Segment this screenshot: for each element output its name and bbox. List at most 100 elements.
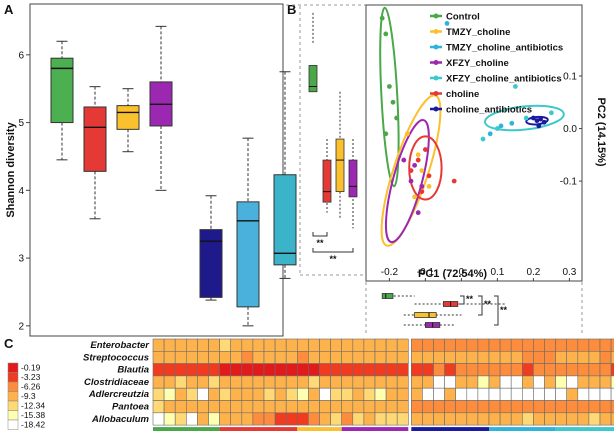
panel-b-pc2-boxplots: ** **	[308, 12, 358, 264]
iqr-box	[50, 57, 74, 124]
heatmap-cell	[444, 387, 457, 401]
pc2-sig-bracket-2	[312, 248, 354, 253]
group-bar-XFZY_choline	[341, 427, 409, 431]
group-bar-TMZY_choline_antibiotics	[489, 427, 556, 431]
point-choline_antibiotics	[538, 116, 543, 122]
heatmap-cell	[521, 400, 534, 414]
heatmap-cell	[466, 412, 479, 426]
heatmap-cell	[374, 375, 387, 389]
point-choline	[451, 178, 457, 184]
point-XFZY_choline	[401, 157, 407, 163]
heatmap-cell	[433, 412, 445, 426]
heatmap-cell	[285, 350, 298, 364]
heatmap-cell	[330, 338, 343, 352]
heatmap-cell	[577, 363, 590, 377]
heatmap-cell	[285, 400, 298, 414]
heatmap-cell	[219, 412, 232, 426]
heatmap-cell	[252, 350, 265, 364]
heatmap-cell	[410, 338, 423, 352]
panel-b-ytick-label: 0.1	[563, 71, 577, 82]
heatmap-cell	[533, 363, 545, 377]
legend-label-TMZY_choline_antibiotics: TMZY_choline_antibiotics	[446, 43, 563, 54]
panel-b-ylabel: PC2 (14.15%)	[595, 97, 607, 166]
heatmap-cell	[296, 350, 309, 364]
box-TMZY_choline_antibiotics	[236, 137, 260, 327]
heatmap-cell	[544, 363, 556, 377]
heatmap-cell	[455, 412, 468, 426]
heatmap-cell	[422, 387, 434, 401]
heatmap-cell	[422, 363, 434, 377]
heatmap-cell	[455, 400, 468, 414]
heatmap-cell	[252, 387, 265, 401]
panel-a-ytick-label: 6	[18, 50, 24, 61]
pc1-sig-label-3: **	[500, 305, 508, 315]
box-TMZY_choline	[116, 88, 140, 153]
heatmap-cell	[521, 363, 534, 377]
heatmap-cell	[599, 412, 612, 426]
heatmap-cell	[599, 375, 612, 389]
heatmap-cell	[488, 400, 501, 414]
heatmap-cell	[263, 350, 276, 364]
heatmap-cell	[274, 350, 287, 364]
heatmap-cell	[422, 350, 434, 364]
heatmap-cell	[152, 363, 165, 377]
heatmap-cell	[396, 338, 409, 352]
heatmap-cell	[555, 387, 567, 401]
panel-a-ytick-label: 3	[18, 254, 24, 265]
heatmap-cell	[410, 412, 423, 426]
point-choline	[426, 173, 432, 179]
heatmap-cell	[599, 350, 612, 364]
heatmap-cell	[410, 363, 423, 377]
heatmap-cell	[396, 363, 409, 377]
heatmap-cell	[555, 338, 567, 352]
panel-c-color-key: -0.19-3.23-6.26-9.3-12.34-15.38-18.42	[7, 363, 45, 430]
heatmap-cell	[163, 375, 176, 389]
heatmap-cell	[230, 350, 243, 364]
heatmap-cell	[533, 412, 545, 426]
heatmap-cell	[477, 412, 490, 426]
heatmap-cell	[510, 400, 523, 414]
panel-label-a: A	[4, 2, 14, 17]
point-choline_antibiotics	[531, 115, 536, 121]
heatmap-cell	[285, 363, 298, 377]
heatmap-cell	[577, 400, 590, 414]
heatmap-cell	[599, 363, 612, 377]
heatmap-cell	[555, 375, 567, 389]
row-label-Enterobacter: Enterobacter	[90, 340, 150, 351]
legend-label-XFZY_choline_antibiotics: XFZY_choline_antibiotics	[446, 74, 562, 85]
point-TMZY_choline	[426, 183, 432, 189]
heatmap-cell	[219, 387, 232, 401]
heatmap-cell	[521, 350, 534, 364]
heatmap-cell	[577, 375, 590, 389]
heatmap-cell	[186, 400, 198, 414]
heatmap-cell	[444, 412, 457, 426]
point-TMZY_choline	[405, 131, 410, 137]
heatmap-cell	[566, 338, 579, 352]
heatmap-cell	[241, 350, 254, 364]
heatmap-cell	[385, 400, 398, 414]
point-XFZY_choline_antibiotics	[495, 126, 500, 131]
heatmap-cell	[197, 400, 209, 414]
heatmap-cell	[385, 375, 398, 389]
heatmap-cell	[499, 363, 512, 377]
panel-b-xtick-label: 0	[459, 267, 465, 278]
heatmap-cell	[263, 375, 276, 389]
heatmap-cell	[363, 363, 376, 377]
iqr-box	[116, 105, 140, 130]
panel-b-xtick-label: 0.3	[562, 267, 576, 278]
panel-b-xtick-label: -0.2	[381, 267, 399, 278]
color-key-swatch	[7, 400, 19, 411]
heatmap-cell	[208, 387, 220, 401]
heatmap-cell	[363, 387, 376, 401]
heatmap-cell	[455, 375, 468, 389]
iqr-box	[199, 229, 223, 298]
heatmap-cell	[252, 363, 265, 377]
heatmap-cell	[285, 375, 298, 389]
heatmap-cell	[422, 375, 434, 389]
pc1-sig-bracket-3	[494, 295, 499, 326]
heatmap-cell	[319, 412, 331, 426]
heatmap-cell	[296, 375, 309, 389]
heatmap-cell	[341, 338, 354, 352]
heatmap-cell	[319, 350, 331, 364]
heatmap-cell	[566, 363, 579, 377]
